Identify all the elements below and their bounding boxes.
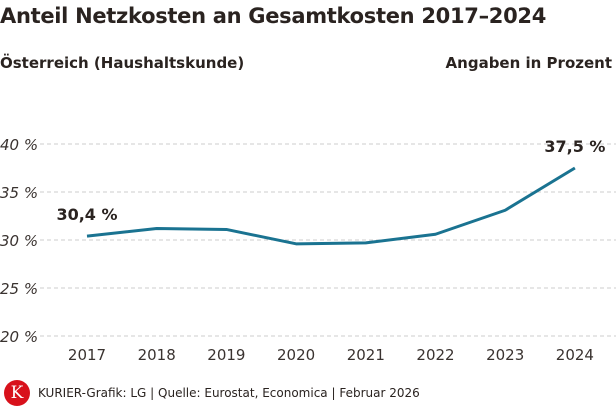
x-tick-label: 2019 <box>207 346 245 364</box>
x-tick-label: 2023 <box>486 346 524 364</box>
y-tick-label: 30 % <box>0 232 38 250</box>
x-tick-label: 2021 <box>347 346 385 364</box>
chart-subtitle: Österreich (Haushaltskunde) <box>0 54 245 72</box>
y-tick-label: 40 % <box>0 136 38 154</box>
unit-note: Angaben in Prozent <box>445 54 612 72</box>
chart-title: Anteil Netzkosten an Gesamtkosten 2017–2… <box>0 4 547 28</box>
y-tick-label: 20 % <box>0 328 38 346</box>
data-label: 30,4 % <box>56 205 117 224</box>
x-tick-label: 2022 <box>416 346 454 364</box>
x-tick-label: 2017 <box>68 346 106 364</box>
series-line <box>86 166 576 246</box>
data-label: 37,5 % <box>544 137 605 156</box>
x-tick-label: 2018 <box>138 346 176 364</box>
x-tick-label: 2020 <box>277 346 315 364</box>
line-chart: 20 % 25 % 30 % 35 % 40 % 2017 2018 2019 2020 2021… <box>0 136 616 364</box>
y-tick-label: 35 % <box>0 184 38 202</box>
kurier-logo: K <box>4 380 30 406</box>
source-footer: KURIER-Grafik: LG | Quelle: Eurostat, Ec… <box>38 386 420 400</box>
x-tick-label: 2024 <box>556 346 594 364</box>
y-tick-label: 25 % <box>0 280 38 298</box>
